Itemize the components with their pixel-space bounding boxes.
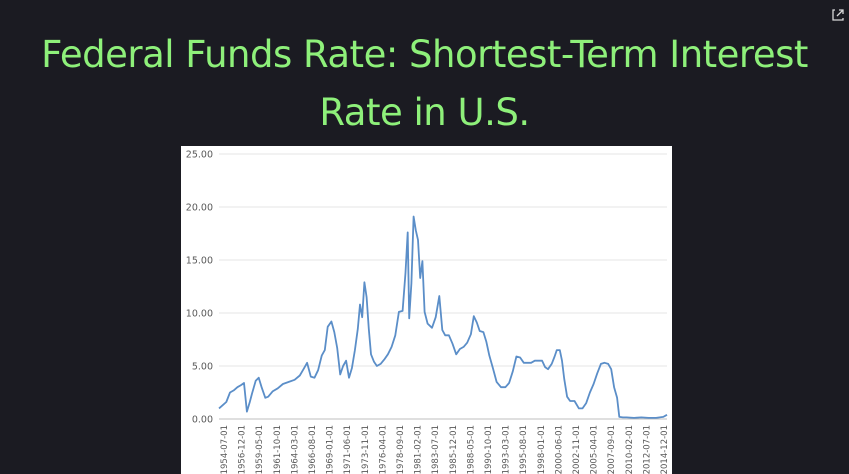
x-tick-label: 1993-03-01 [502,425,512,474]
x-tick-label: 2010-02-01 [625,425,635,474]
x-tick-label: 1998-01-01 [537,425,547,474]
x-tick-label: 2012-07-01 [642,425,652,474]
x-tick-label: 1961-10-01 [273,425,283,474]
x-tick-label: 1959-05-01 [255,425,265,474]
line-chart: 25.00 20.00 15.00 10.00 5.00 0.00 1954-07-01 1… [181,146,672,474]
x-tick-label: 1964-03-01 [290,425,300,474]
x-tick-label: 1956-12-01 [238,425,248,474]
y-tick-label: 15.00 [186,256,213,267]
slide-title-line-2: Rate in U.S. [319,91,530,134]
series-line-0 [218,215,668,419]
y-axis-ticks: 25.00 20.00 15.00 10.00 5.00 0.00 [186,150,213,426]
y-tick-label: 10.00 [186,309,213,320]
gridlines [219,153,667,420]
series-layer [218,215,668,419]
x-tick-label: 2007-09-01 [607,425,617,474]
x-tick-label: 2002-11-01 [572,425,582,474]
y-tick-label: 0.00 [192,415,213,426]
x-tick-label: 2014-12-01 [660,425,670,474]
y-tick-label: 20.00 [186,203,213,214]
x-tick-label: 1954-07-01 [220,425,230,474]
x-tick-label: 1976-04-01 [378,425,388,474]
x-tick-label: 1981-02-01 [414,425,424,474]
x-tick-label: 1966-08-01 [308,425,318,474]
x-tick-label: 1983-07-01 [431,425,441,474]
x-axis-ticks: 1954-07-01 1956-12-01 1959-05-01 1961-10-01… [220,425,670,474]
x-tick-label: 1971-06-01 [343,425,353,474]
x-tick-label: 2000-06-01 [554,425,564,474]
expand-arrow-icon[interactable] [831,8,845,22]
y-tick-label: 25.00 [186,150,213,161]
y-tick-label: 5.00 [192,362,213,373]
x-tick-label: 1978-09-01 [396,425,406,474]
x-tick-label: 1969-01-01 [326,425,336,474]
slide-title: Federal Funds Rate: Shortest-Term Intere… [0,26,849,142]
x-tick-label: 1988-05-01 [466,425,476,474]
slide-title-line-1: Federal Funds Rate: Shortest-Term Intere… [41,33,808,76]
x-tick-label: 1990-10-01 [484,425,494,474]
x-tick-label: 2005-04-01 [590,425,600,474]
x-tick-label: 1995-08-01 [519,425,529,474]
x-tick-label: 1985-12-01 [449,425,459,474]
x-tick-label: 1973-11-01 [361,425,371,474]
